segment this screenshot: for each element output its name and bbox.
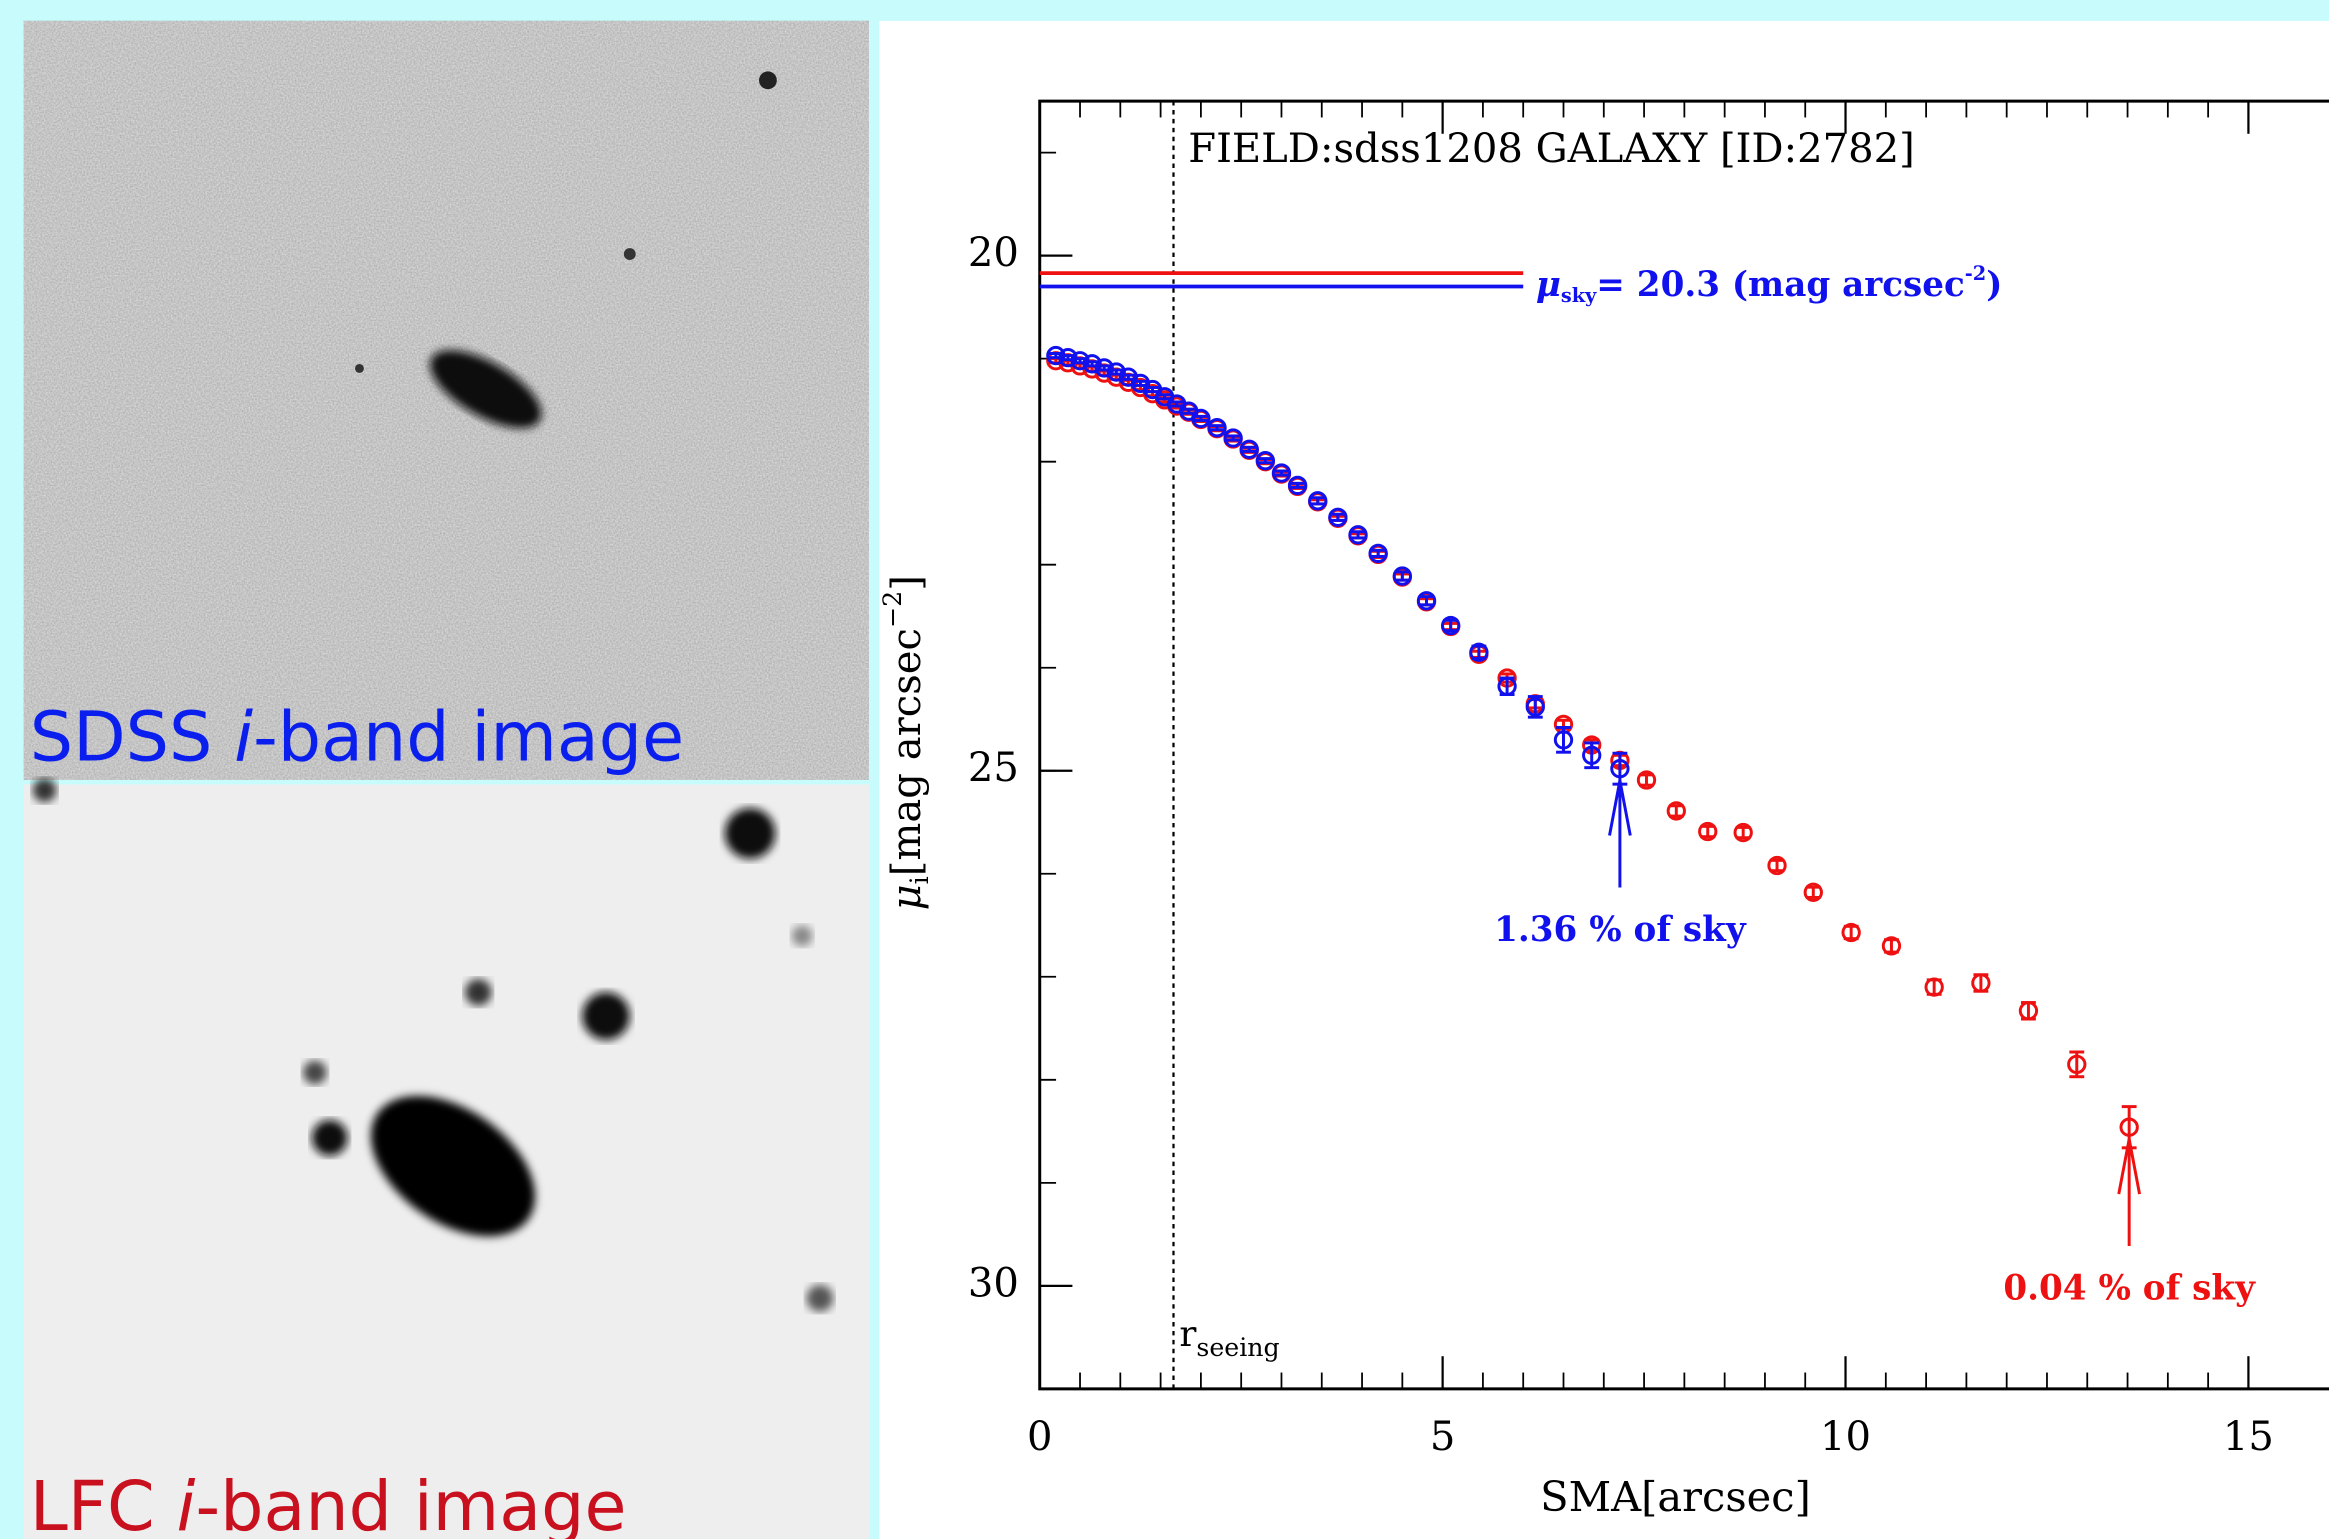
- data-point: [1698, 821, 1718, 842]
- x-tick-label: 10: [1820, 1414, 1871, 1460]
- symbol: μ: [1536, 265, 1561, 305]
- symbol: r: [1179, 1314, 1197, 1355]
- data-point: [1767, 855, 1787, 876]
- panel-label: SDSS i-band image: [30, 699, 684, 778]
- chart: FIELD:sdss1208 GALAXY [ID:2782] SMA[arcs…: [878, 99, 2329, 1521]
- data-point: [1924, 977, 1944, 997]
- data-point: [1971, 973, 1991, 993]
- data-point: [1368, 543, 1388, 564]
- symbol: μ: [884, 884, 930, 910]
- data-point: [1441, 615, 1461, 636]
- y-axis-label: μi[mag arcsec−2]: [878, 575, 934, 910]
- panel-label: LFC i-band image: [30, 1468, 627, 1539]
- data-point: [1191, 408, 1211, 429]
- sky-label: μsky= 20.3 (mag arcsec-2): [1536, 262, 2003, 307]
- lfc-image: [23, 778, 869, 1539]
- data-point: [1239, 439, 1259, 459]
- data-point: [1610, 759, 1630, 779]
- seeing-label: rseeing: [1179, 1314, 1279, 1362]
- limit-arrow: [2117, 1138, 2142, 1247]
- text: [mag arcsec: [884, 628, 930, 876]
- data-point: [1666, 801, 1686, 821]
- data-point: [1223, 428, 1243, 448]
- label-part: LFC: [30, 1468, 177, 1539]
- data-point: [1094, 358, 1114, 378]
- y-tick-label: 30: [968, 1260, 1019, 1306]
- chart-title: FIELD:sdss1208 GALAXY [ID:2782]: [1188, 126, 1915, 172]
- y-tick-label: 20: [968, 230, 1019, 276]
- subscript: seeing: [1196, 1333, 1279, 1362]
- superscript: -2: [1965, 262, 1986, 285]
- chart-background: [879, 20, 2329, 1539]
- y-tick-label: 25: [968, 745, 1019, 791]
- label-part: -band image: [253, 699, 684, 778]
- label-part: i: [176, 1468, 195, 1539]
- x-tick-label: 0: [1027, 1414, 1053, 1460]
- data-point: [1392, 566, 1412, 586]
- label-part: i: [234, 699, 253, 778]
- subscript: sky: [1561, 284, 1597, 307]
- data-point: [1416, 591, 1437, 611]
- data-point: [1207, 418, 1227, 438]
- x-tick-label: 15: [2223, 1414, 2274, 1460]
- sdss-image: [23, 20, 869, 780]
- limit-label: 1.36 % of sky: [1494, 910, 1747, 950]
- data-point: [1841, 922, 1861, 943]
- data-point: [1287, 475, 1308, 496]
- text: ]: [884, 575, 930, 591]
- subscript: i: [905, 876, 934, 884]
- data-point: [1348, 525, 1368, 545]
- text: ): [1986, 265, 2002, 305]
- data-point: [1803, 882, 1823, 902]
- data-point: [1497, 676, 1517, 696]
- superscript: −2: [878, 591, 907, 628]
- data-point: [1469, 642, 1489, 662]
- x-tick-label: 5: [1430, 1414, 1456, 1460]
- data-point: [2119, 1117, 2139, 1137]
- data-point: [2067, 1054, 2087, 1075]
- data-point: [1733, 822, 1753, 843]
- data-point: [1308, 491, 1328, 511]
- data-point: [1271, 463, 1292, 483]
- data-point: [1881, 936, 1902, 956]
- limit-label: 0.04 % of sky: [2003, 1269, 2256, 1309]
- data-point: [1553, 730, 1574, 750]
- label-part: -band image: [195, 1468, 626, 1539]
- data-point: [1255, 450, 1276, 471]
- data-point: [2018, 1001, 2039, 1021]
- data-point: [1082, 354, 1102, 374]
- data-point: [1582, 745, 1602, 765]
- data-point: [1328, 507, 1348, 527]
- data-point: [1106, 362, 1126, 382]
- label-part: SDSS: [30, 699, 234, 778]
- text: = 20.3 (mag arcsec: [1596, 265, 1964, 305]
- x-axis-label: SMA[arcsec]: [1540, 1472, 1811, 1521]
- data-point: [1636, 770, 1657, 790]
- data-point: [1525, 697, 1545, 717]
- limit-arrow: [1608, 780, 1632, 888]
